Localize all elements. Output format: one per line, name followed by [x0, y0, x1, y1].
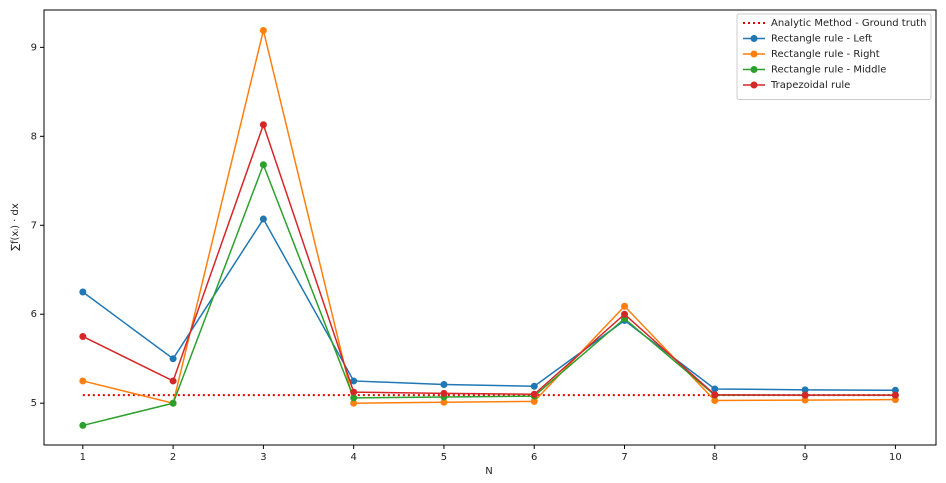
legend-label: Analytic Method - Ground truth [771, 18, 926, 29]
legend-box [736, 13, 932, 100]
data-point [259, 215, 267, 223]
series-line [82, 162, 896, 427]
data-point [169, 355, 177, 363]
data-point [440, 398, 448, 406]
legend-label: Trapezoidal rule [770, 80, 850, 91]
y-tick-label: 6 [31, 309, 37, 320]
y-tick-label: 7 [31, 220, 37, 231]
data-point [530, 382, 538, 390]
data-point [530, 390, 538, 398]
data-point [801, 391, 809, 399]
data-point [891, 386, 899, 394]
x-tick-label: 1 [80, 452, 86, 463]
data-point [79, 377, 87, 385]
x-tick-label: 5 [441, 452, 447, 463]
data-point [440, 389, 448, 397]
x-tick-label: 4 [350, 452, 356, 463]
data-point [530, 397, 538, 405]
data-point [801, 386, 809, 394]
legend-marker [750, 50, 758, 58]
legend-label: Rectangle rule - Right [771, 49, 880, 60]
data-point [801, 396, 809, 404]
plot-frame [43, 9, 937, 446]
data-point [711, 391, 719, 399]
data-point [711, 397, 719, 405]
x-tick-label: 8 [712, 452, 718, 463]
legend-marker [750, 66, 758, 73]
data-point [350, 388, 358, 396]
data-point [621, 302, 629, 310]
data-point [169, 377, 177, 385]
x-tick-label: 6 [531, 452, 537, 463]
y-tick-label: 9 [31, 42, 37, 53]
data-point [350, 394, 358, 402]
legend-label: Rectangle rule - Middle [771, 65, 886, 76]
data-point [259, 26, 267, 34]
x-tick-label: 7 [621, 452, 627, 463]
series-line [82, 122, 896, 396]
legend-marker [750, 35, 758, 42]
data-point [79, 332, 87, 340]
legend-marker [750, 81, 758, 89]
data-point [891, 391, 899, 399]
data-point [350, 399, 358, 407]
data-point [350, 377, 358, 385]
data-point [621, 310, 629, 318]
series-line [82, 217, 896, 392]
legend: Analytic Method - Ground truth Rectangle … [736, 13, 932, 100]
x-tick-label: 10 [889, 452, 902, 463]
y-axis-label: ∑f(xᵢ) · dx [10, 203, 21, 251]
series-line [82, 30, 896, 405]
data-point [259, 121, 267, 129]
y-tick-label: 8 [31, 131, 37, 142]
data-point [169, 399, 177, 407]
data-point [79, 421, 87, 429]
x-tick-label: 2 [170, 452, 176, 463]
data-point [259, 161, 267, 169]
data-point [79, 288, 87, 296]
x-axis-label: N [485, 466, 492, 477]
y-tick-label: 5 [31, 398, 37, 409]
legend-label: Rectangle rule - Left [771, 34, 872, 45]
x-tick-label: 3 [260, 452, 266, 463]
data-point [440, 381, 448, 389]
x-tick-label: 9 [802, 452, 808, 463]
data-point [711, 385, 719, 393]
